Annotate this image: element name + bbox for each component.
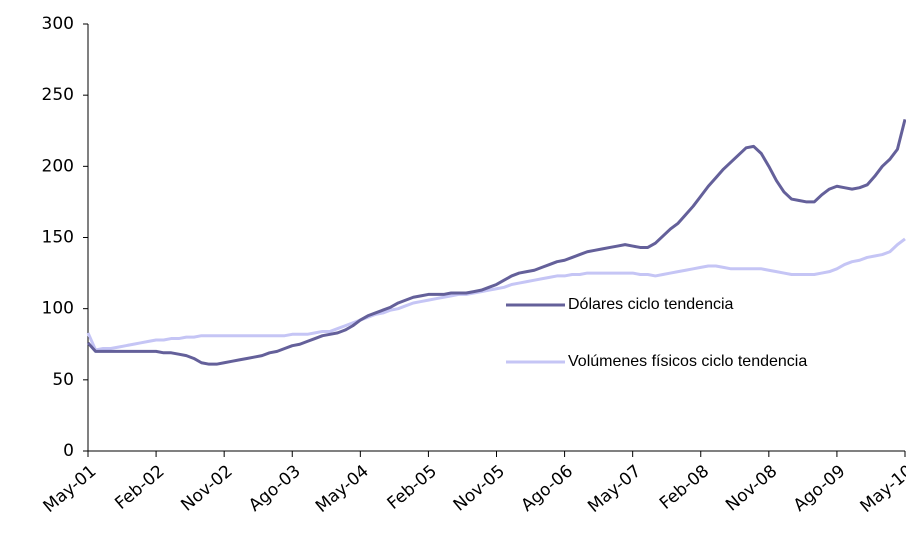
y-tick-label: 100	[42, 299, 74, 319]
legend-label: Volúmenes físicos ciclo tendencia	[568, 353, 807, 370]
x-tick-label: Ago-06	[517, 461, 577, 515]
x-tick-label: Nov-08	[722, 461, 781, 515]
series-line	[86, 118, 906, 366]
x-tick-label: Feb-05	[384, 461, 441, 514]
y-tick-label: 0	[63, 441, 74, 461]
y-tick-label: 200	[42, 156, 74, 176]
y-tick-label: 150	[42, 228, 74, 248]
x-tick-label: Feb-02	[111, 461, 168, 514]
legend-label: Dólares ciclo tendencia	[568, 296, 734, 313]
x-tick-label: Nov-05	[450, 461, 509, 515]
series-line	[86, 237, 906, 352]
x-tick-label: May-07	[584, 461, 645, 517]
y-tick-label: 50	[52, 370, 74, 390]
x-tick-label: Ago-03	[245, 461, 305, 515]
y-tick-label: 250	[42, 85, 74, 105]
x-tick-label: May-01	[40, 461, 101, 517]
x-tick-label: May-04	[312, 461, 373, 517]
x-tick-label: Feb-08	[656, 461, 713, 514]
y-tick-label: 300	[42, 14, 74, 34]
x-tick-label: May-10	[857, 461, 906, 517]
x-tick-label: Ago-09	[790, 461, 850, 515]
x-tick-label: Nov-02	[177, 461, 236, 515]
